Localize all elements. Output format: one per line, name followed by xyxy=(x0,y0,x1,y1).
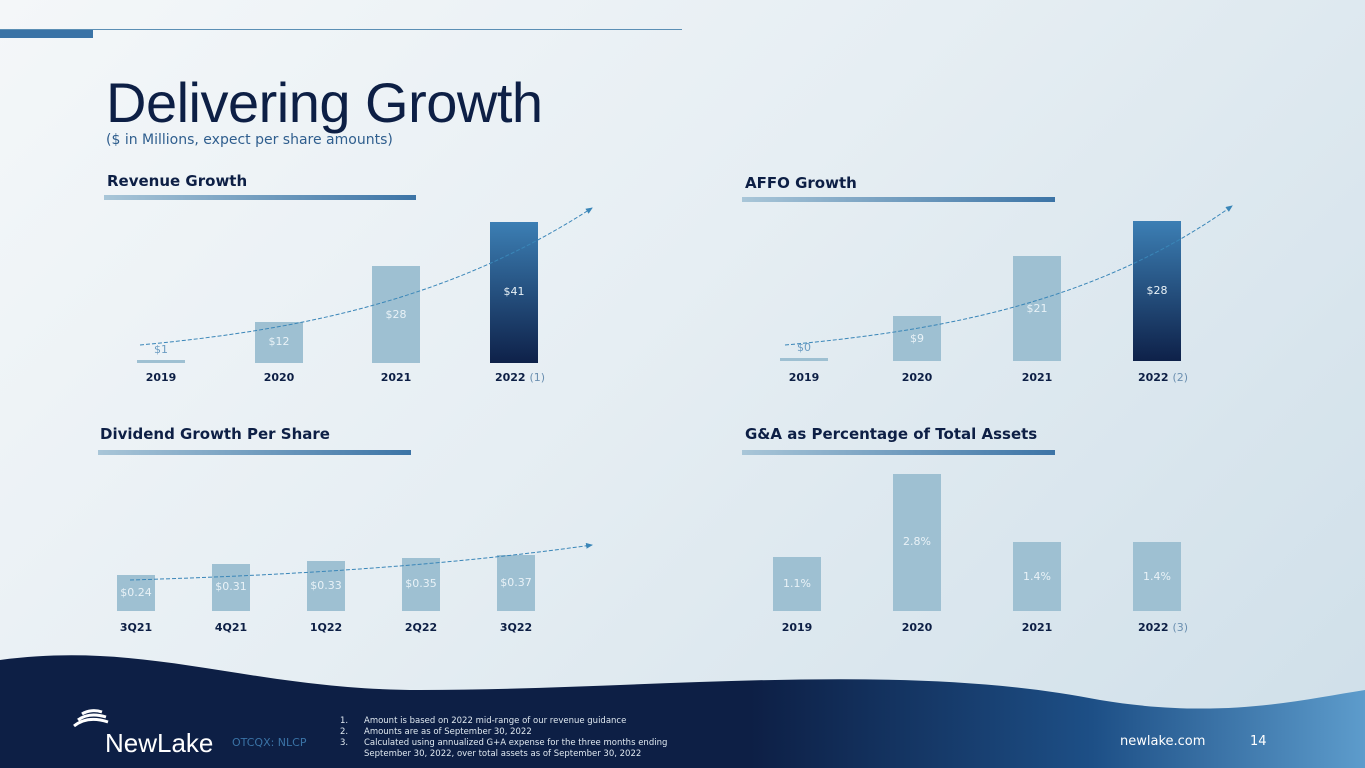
x-tick-label: 2019 xyxy=(757,621,837,634)
chart-title-underline xyxy=(104,195,416,200)
x-tick-label: 2Q22 xyxy=(381,621,461,634)
footnote: 2. Amounts are as of September 30, 2022 xyxy=(340,727,532,737)
category: 2020 xyxy=(901,371,933,384)
bar xyxy=(780,358,828,361)
bar xyxy=(1133,542,1181,611)
data-label: $0.37 xyxy=(500,575,532,589)
data-label: 1.4% xyxy=(1023,569,1051,583)
category: 2021 xyxy=(380,371,412,384)
bar xyxy=(137,359,185,363)
x-tick-label: 1Q22 xyxy=(286,621,366,634)
page-number: 14 xyxy=(1250,734,1267,749)
footnote-ref: (1) xyxy=(529,371,546,384)
category: 1Q22 xyxy=(309,621,343,634)
data-label: $21 xyxy=(1026,301,1048,315)
category: 2022 xyxy=(1137,371,1169,384)
x-tick-label: 2021 xyxy=(356,371,436,384)
category: 2020 xyxy=(263,371,295,384)
bar xyxy=(893,473,941,611)
category: 2022 xyxy=(1137,621,1169,634)
chart-title-underline xyxy=(98,450,411,455)
data-label: $0.35 xyxy=(405,577,437,591)
top-accent-bar xyxy=(0,30,93,38)
x-tick-label: 3Q22 xyxy=(476,621,556,634)
category: 2019 xyxy=(781,621,813,634)
footnote-ref: (3) xyxy=(1172,621,1189,634)
footnote-ref: (2) xyxy=(1172,371,1189,384)
footnote: September 30, 2022, over total assets as… xyxy=(364,749,642,759)
category: 2019 xyxy=(788,371,820,384)
x-tick-label: 2019 xyxy=(764,371,844,384)
data-label: $0.31 xyxy=(215,580,247,594)
ticker: OTCQX: NLCP xyxy=(232,736,307,749)
category: 3Q22 xyxy=(499,621,533,634)
x-tick-label: 2021 xyxy=(997,621,1077,634)
chart-title: Revenue Growth xyxy=(107,172,248,190)
data-label: $1 xyxy=(154,342,168,356)
data-label: 1.1% xyxy=(783,577,811,591)
footnote: 3. Calculated using annualized G+A expens… xyxy=(340,738,668,748)
website-link[interactable]: newlake.com xyxy=(1120,734,1206,749)
data-label: $9 xyxy=(910,331,924,345)
data-label: $28 xyxy=(1146,284,1168,297)
x-tick-label: 2020 xyxy=(877,621,957,634)
footnote: 1. Amount is based on 2022 mid-range of o… xyxy=(340,716,627,726)
data-label: $41 xyxy=(503,285,525,299)
chart-title: Dividend Growth Per Share xyxy=(100,425,330,443)
bar xyxy=(773,557,821,611)
category: 4Q21 xyxy=(214,621,248,634)
data-label: 1.4% xyxy=(1143,569,1171,583)
chart-title-underline xyxy=(742,197,1055,202)
x-tick-label: 2021 xyxy=(997,371,1077,384)
category: 2021 xyxy=(1021,371,1053,384)
chart-title-underline xyxy=(742,450,1055,455)
footnotes: 1. Amount is based on 2022 mid-range of o… xyxy=(340,716,667,760)
category: 2019 xyxy=(145,371,177,384)
category: 2020 xyxy=(901,621,933,634)
category: 2Q22 xyxy=(404,621,438,634)
newlake-wave-logo-icon xyxy=(73,709,109,728)
category: 2021 xyxy=(1021,621,1053,634)
bar xyxy=(117,574,155,611)
x-tick-label: 2022 (1) xyxy=(480,371,560,384)
chart-title: G&A as Percentage of Total Assets xyxy=(745,425,1038,443)
x-tick-label: 4Q21 xyxy=(191,621,271,634)
x-tick-label: 2022 (3) xyxy=(1123,621,1203,634)
data-label: $0 xyxy=(797,341,811,354)
x-tick-label: 2020 xyxy=(877,371,957,384)
x-tick-label: 2019 xyxy=(121,371,201,384)
data-label: $12 xyxy=(268,335,290,349)
x-tick-label: 2020 xyxy=(239,371,319,384)
category: 3Q21 xyxy=(119,621,153,634)
data-label: $28 xyxy=(385,307,407,321)
x-tick-label: 2022 (2) xyxy=(1123,371,1203,384)
data-label: $0.33 xyxy=(310,578,342,592)
category: 2022 xyxy=(494,371,526,384)
page-subtitle: ($ in Millions, expect per share amounts… xyxy=(106,132,393,148)
data-label: 2.8% xyxy=(903,535,931,549)
x-tick-label: 3Q21 xyxy=(96,621,176,634)
top-rule xyxy=(0,29,682,30)
data-label: $0.24 xyxy=(120,585,152,599)
bar xyxy=(1013,542,1061,611)
page-title: Delivering Growth xyxy=(106,71,543,134)
chart-title: AFFO Growth xyxy=(745,174,857,192)
newlake-logo: NewLake xyxy=(105,728,214,758)
